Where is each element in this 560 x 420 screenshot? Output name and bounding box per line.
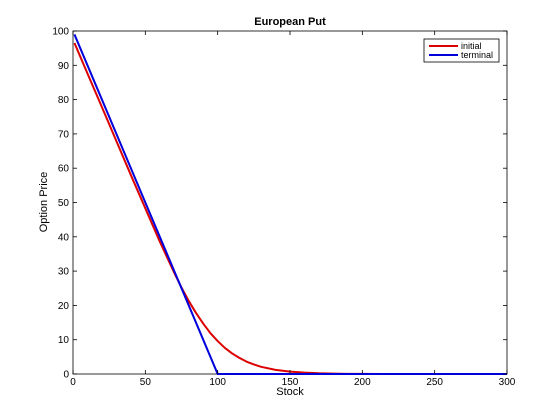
x-axis-label: Stock (276, 386, 304, 398)
x-tick-label: 250 (426, 377, 443, 388)
y-tick-label: 20 (58, 301, 70, 312)
y-tick-label: 90 (58, 61, 70, 72)
y-tick-label: 100 (52, 27, 69, 38)
legend-label-initial: initial (461, 41, 482, 51)
y-tick-label: 10 (58, 335, 70, 346)
plot-area (72, 30, 508, 375)
y-tick-label: 30 (58, 267, 70, 278)
x-tick-label: 50 (140, 377, 152, 388)
chart-title: European Put (254, 16, 326, 28)
legend-box (423, 38, 500, 63)
y-axis-label: Option Price (38, 172, 50, 233)
axis-ticks: 0 50 100 150 200 250 300 0 10 20 30 40 50 60 70 80 90 100 (52, 27, 515, 389)
y-tick-label: 0 (63, 370, 69, 381)
x-tick-label: 150 (282, 377, 299, 388)
y-tick-label: 80 (58, 95, 70, 106)
y-tick-label: 50 (58, 198, 70, 209)
x-tick-label: 0 (70, 377, 76, 388)
legend-label-terminal: terminal (461, 50, 493, 60)
x-tick-label: 300 (499, 377, 516, 388)
y-tick-label: 60 (58, 164, 70, 175)
x-tick-label: 200 (354, 377, 371, 388)
x-tick-label: 100 (209, 377, 226, 388)
y-tick-label: 40 (58, 232, 70, 243)
y-tick-label: 70 (58, 129, 70, 140)
